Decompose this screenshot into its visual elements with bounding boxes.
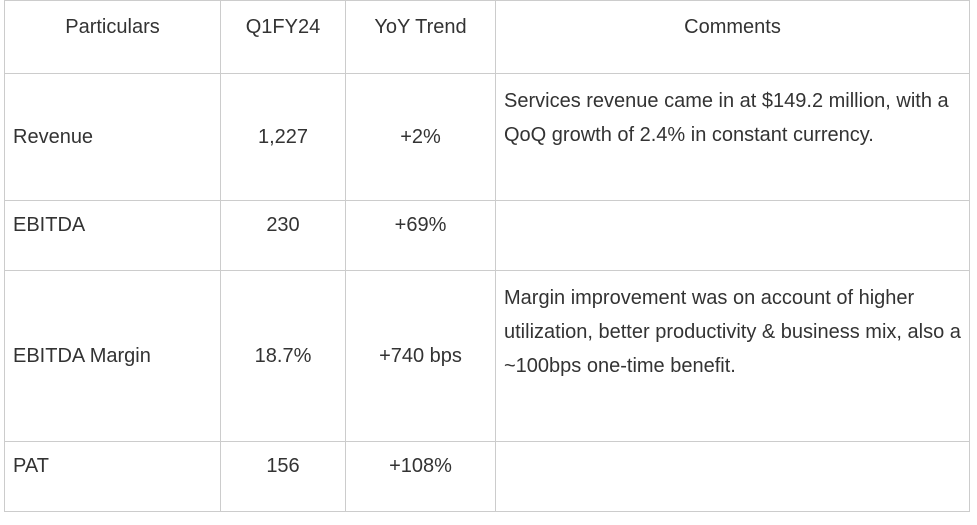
cell-particular: PAT [4,441,221,512]
cell-q1fy24: 230 [220,200,346,271]
header-comments: Comments [495,0,970,74]
cell-q1fy24: 156 [220,441,346,512]
header-particulars: Particulars [4,0,221,74]
header-yoy-trend: YoY Trend [345,0,496,74]
cell-q1fy24: 18.7% [220,270,346,442]
cell-comment [495,200,970,271]
financial-summary-table: Particulars Q1FY24 YoY Trend Comments Re… [4,0,970,512]
cell-comment: Margin improvement was on account of hig… [495,270,970,442]
cell-particular: Revenue [4,73,221,201]
cell-particular: EBITDA [4,200,221,271]
cell-yoy: +2% [345,73,496,201]
cell-particular: EBITDA Margin [4,270,221,442]
cell-yoy: +108% [345,441,496,512]
cell-comment [495,441,970,512]
table-header-row: Particulars Q1FY24 YoY Trend Comments [4,0,970,74]
table-row: EBITDA Margin 18.7% +740 bps Margin impr… [4,270,970,442]
cell-comment: Services revenue came in at $149.2 milli… [495,73,970,201]
cell-yoy: +69% [345,200,496,271]
header-q1fy24: Q1FY24 [220,0,346,74]
financial-summary-table-container: Particulars Q1FY24 YoY Trend Comments Re… [4,0,970,512]
table-row: PAT 156 +108% [4,441,970,512]
cell-yoy: +740 bps [345,270,496,442]
cell-q1fy24: 1,227 [220,73,346,201]
table-row: EBITDA 230 +69% [4,200,970,271]
table-row: Revenue 1,227 +2% Services revenue came … [4,73,970,201]
